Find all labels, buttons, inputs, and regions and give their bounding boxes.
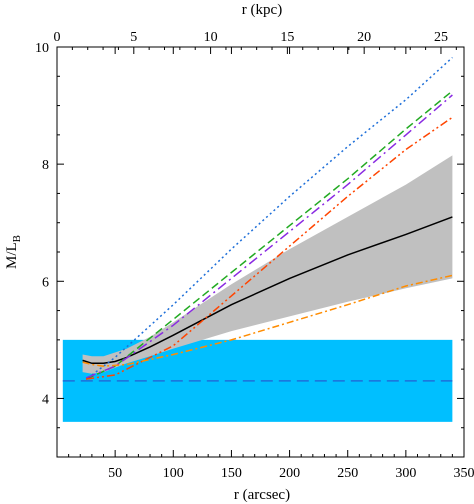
x-tick-label-top: 25 xyxy=(434,30,448,45)
y-tick-label: 8 xyxy=(42,158,49,173)
x-tick-label-top: 15 xyxy=(280,30,294,45)
x-tick-label-bottom: 200 xyxy=(279,466,300,481)
x-axis-title-bottom: r (arcsec) xyxy=(234,487,290,503)
x-tick-label-bottom: 50 xyxy=(108,466,122,481)
plot-area xyxy=(62,56,453,422)
svg-text:M/LB: M/LB xyxy=(4,235,23,269)
x-tick-label-bottom: 350 xyxy=(454,466,474,481)
y-tick-label: 6 xyxy=(42,275,49,290)
x-tick-label-top: 20 xyxy=(357,30,371,45)
x-tick-label-top: 0 xyxy=(54,30,61,45)
axes-ticks: 50 100 150 200 250 300 350 0 5 10 15 20 25 4 6 8 10 xyxy=(35,30,474,481)
y-tick-label: 4 xyxy=(42,392,49,407)
y-axis-title-sub: B xyxy=(11,235,23,242)
series-line-0 xyxy=(82,216,453,365)
x-axis-title-top: r (kpc) xyxy=(242,2,282,18)
x-tick-label-bottom: 100 xyxy=(163,466,184,481)
x-tick-label-top: 5 xyxy=(130,30,137,45)
y-axis-title: M/LB xyxy=(4,235,23,269)
x-tick-label-bottom: 300 xyxy=(395,466,416,481)
series-line-6 xyxy=(82,274,453,367)
uncertainty-region xyxy=(82,155,453,374)
series-line-2 xyxy=(91,56,453,376)
y-tick-label: 10 xyxy=(35,41,49,56)
y-axis-title-main: M/L xyxy=(4,242,20,269)
x-tick-label-bottom: 150 xyxy=(221,466,242,481)
series-line-4 xyxy=(85,94,453,379)
x-tick-label-top: 10 xyxy=(204,30,218,45)
x-tick-label-bottom: 250 xyxy=(337,466,358,481)
series-line-3 xyxy=(85,90,453,380)
